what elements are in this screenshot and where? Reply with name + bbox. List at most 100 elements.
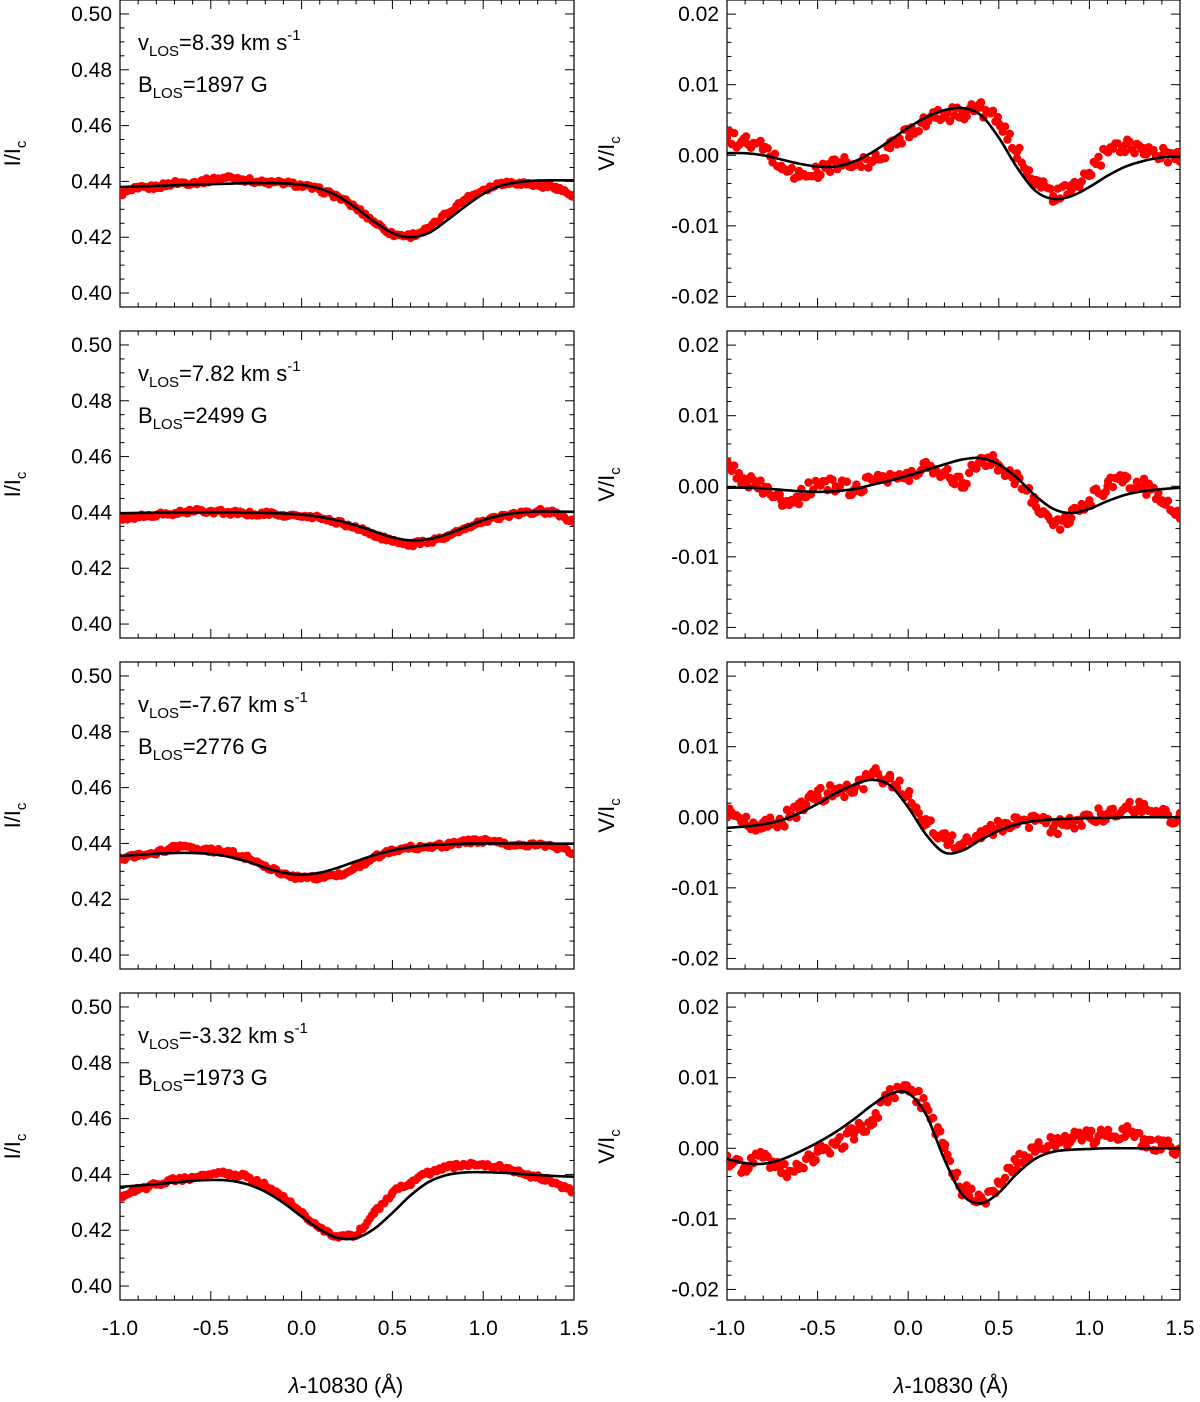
- observed-points: [727, 98, 1180, 206]
- y-tick-label: 0.50: [71, 3, 112, 26]
- x-axis-title-rest: -10830 (Å): [904, 1373, 1008, 1398]
- observed-point: [928, 1113, 938, 1123]
- observed-point: [950, 479, 959, 489]
- x-tick-label: -1.0: [102, 1317, 138, 1340]
- blos-value: =1973 G: [183, 1065, 268, 1090]
- y-axis-title: V/Ic: [594, 1129, 624, 1164]
- panel-row4-intensity: 0.40 0.42 0.44 0.46 0.48 0.50 -1.0 -0.5 0.0 0.5 1.…: [0, 992, 589, 1340]
- fit-curve: [727, 456, 1180, 515]
- vlos-value: =-7.67 km s: [179, 692, 295, 717]
- vlos-subscript: LOS: [149, 705, 179, 722]
- observed-point: [869, 1119, 878, 1129]
- x-tick-label: -0.5: [193, 1317, 229, 1340]
- observed-point: [1010, 1155, 1019, 1164]
- observed-point: [976, 98, 986, 107]
- observed-point: [1101, 487, 1110, 497]
- y-tick-label: 0.50: [71, 665, 112, 688]
- observed-point: [885, 1084, 895, 1094]
- y-tick-label: 0.42: [71, 888, 112, 911]
- x-tick-label: 0.5: [378, 1317, 407, 1340]
- y-tick-label: -0.01: [671, 877, 719, 900]
- observed-point: [787, 163, 796, 173]
- vlos-annotation: vLOS=-3.32 km s-1: [138, 1020, 308, 1053]
- observed-point: [1060, 512, 1070, 522]
- blos-value: =2499 G: [183, 403, 268, 428]
- blos-subscript: LOS: [153, 416, 183, 433]
- observed-point: [1120, 147, 1130, 157]
- vlos-annotation: vLOS=7.82 km s-1: [138, 358, 301, 391]
- x-axis-title-left: λ-10830 (Å): [288, 1373, 404, 1398]
- observed-point: [763, 144, 772, 153]
- observed-point: [727, 1151, 732, 1160]
- blos-annotation: BLOS=1973 G: [138, 1065, 268, 1095]
- observed-point: [780, 822, 789, 831]
- y-axis-title-main: I/I: [0, 479, 25, 497]
- observed-point: [1065, 518, 1074, 527]
- observed-point: [1043, 1141, 1053, 1151]
- observed-point: [775, 490, 784, 499]
- observed-point: [940, 829, 950, 838]
- blos-subscript: LOS: [153, 1078, 183, 1095]
- vlos-unit-exponent: -1: [287, 358, 300, 375]
- y-tick-label: -0.01: [671, 1208, 719, 1231]
- blos-annotation: BLOS=2499 G: [138, 403, 268, 433]
- observed-point: [1091, 817, 1101, 827]
- observed-point: [1024, 1153, 1034, 1162]
- y-tick-label: 0.42: [71, 557, 112, 580]
- observed-point: [962, 112, 971, 121]
- observed-point: [816, 170, 825, 180]
- vlos-unit-exponent: -1: [295, 1020, 308, 1037]
- fit-curve: [120, 842, 574, 876]
- observed-point: [1077, 821, 1086, 830]
- observed-points: [727, 450, 1180, 534]
- y-tick-label: 0.02: [678, 996, 719, 1019]
- observed-point: [1108, 804, 1118, 813]
- blos-subscript: LOS: [153, 85, 183, 102]
- y-axis-title-main: I/I: [0, 1141, 25, 1159]
- observed-point: [1024, 823, 1034, 833]
- observed-point: [1125, 797, 1134, 807]
- panel-row3-stokesV: -0.02 -0.01 0.00 0.01 0.02 V/Ic: [594, 661, 1181, 970]
- y-axis-title-main: V/I: [594, 806, 619, 833]
- y-tick-label: 0.50: [71, 996, 112, 1019]
- observed-points: [727, 764, 1180, 853]
- observed-point: [804, 478, 813, 487]
- y-axis-title: V/Ic: [594, 136, 624, 171]
- fit-curve: [120, 178, 574, 239]
- x-tick-label: 1.5: [1165, 1317, 1194, 1340]
- x-tick-label: 0.5: [984, 1317, 1013, 1340]
- y-axis-title: I/Ic: [0, 802, 30, 828]
- observed-point: [835, 483, 844, 492]
- y-tick-label: 0.02: [678, 3, 719, 26]
- observed-point: [799, 1163, 808, 1173]
- y-axis-title: I/Ic: [0, 140, 30, 166]
- y-tick-label: 0.46: [71, 1108, 112, 1131]
- observed-point: [729, 461, 739, 470]
- observed-point: [765, 813, 775, 822]
- observed-point: [816, 783, 825, 793]
- observed-point: [801, 800, 811, 809]
- observed-point: [1175, 808, 1180, 818]
- y-axis-title: I/Ic: [0, 471, 30, 497]
- observed-point: [1175, 157, 1180, 167]
- observed-points: [120, 1158, 574, 1242]
- y-axis-title-sub: c: [607, 798, 624, 806]
- observed-point: [952, 1168, 962, 1177]
- observed-point: [904, 476, 914, 486]
- y-tick-label: -0.02: [671, 285, 719, 308]
- y-tick-label: 0.48: [71, 390, 112, 413]
- observed-point: [1173, 147, 1180, 157]
- y-tick-label: 0.01: [678, 405, 719, 428]
- observed-point: [1000, 1173, 1010, 1183]
- observed-point: [811, 795, 820, 804]
- y-axis-title-sub: c: [607, 1129, 624, 1137]
- y-tick-label: 0.00: [678, 475, 719, 498]
- y-tick-label: 0.48: [71, 1052, 112, 1075]
- observed-point: [569, 1187, 574, 1197]
- lambda-symbol: λ: [288, 1373, 300, 1398]
- vlos-annotation: vLOS=-7.67 km s-1: [138, 689, 308, 722]
- observed-point: [1108, 482, 1118, 492]
